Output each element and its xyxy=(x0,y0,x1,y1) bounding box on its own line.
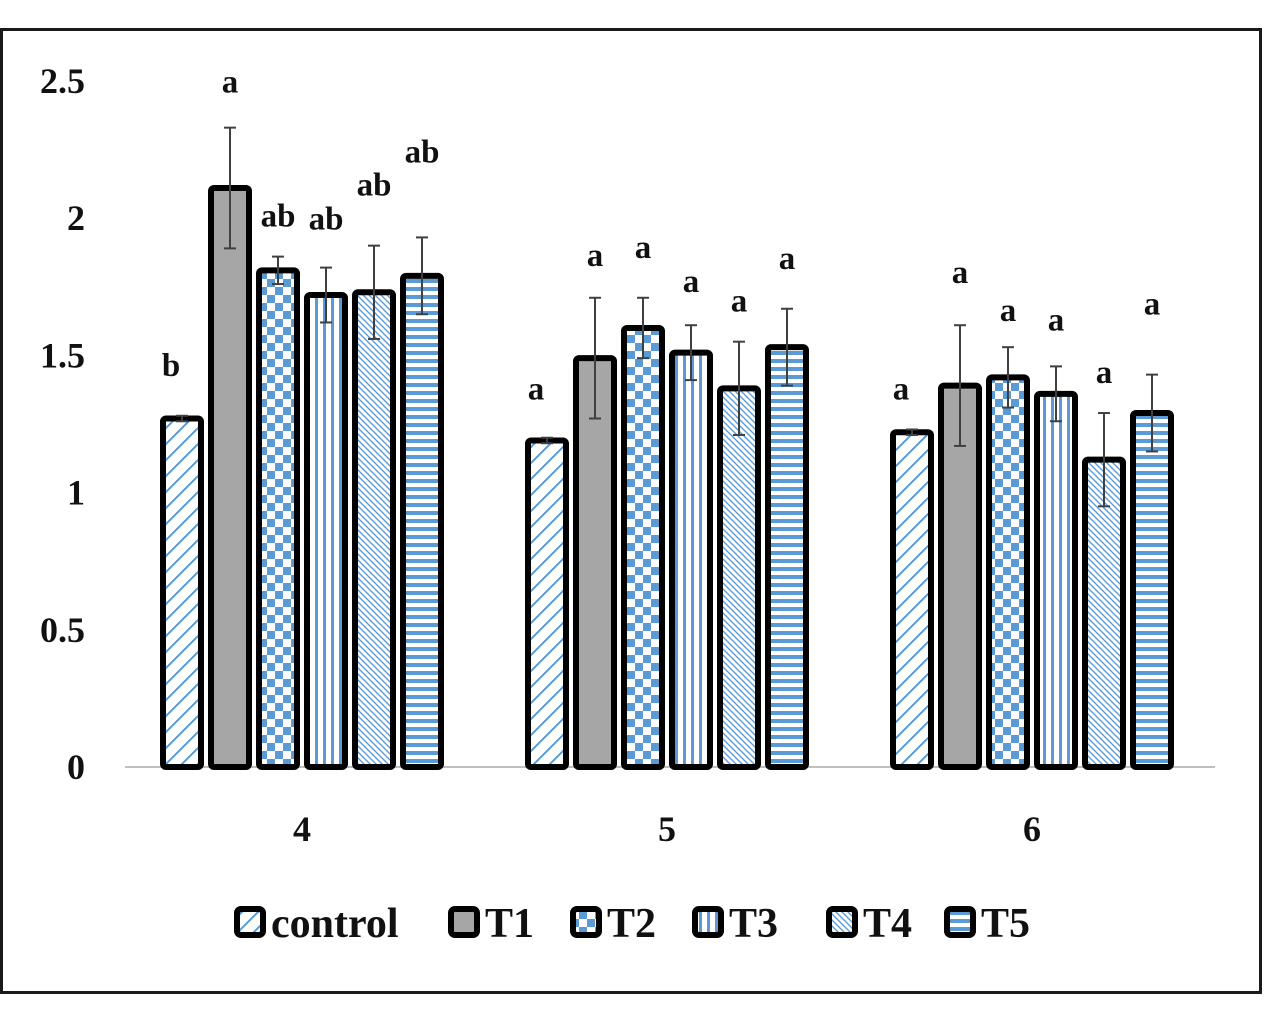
legend-swatch xyxy=(234,906,266,938)
error-bar-control-4 xyxy=(176,414,188,423)
significance-label: a xyxy=(952,255,969,291)
legend-item-T3: T3 xyxy=(692,901,778,947)
legend-item-T2: T2 xyxy=(570,901,656,947)
y-tick-label: 1 xyxy=(67,473,85,513)
legend-item-T5: T5 xyxy=(944,901,1030,947)
error-bar-T4-5 xyxy=(733,340,745,436)
legend-swatch xyxy=(692,906,724,938)
legend-swatch xyxy=(448,906,480,938)
error-bar-T1-5 xyxy=(589,296,601,420)
significance-label: a xyxy=(779,241,796,277)
significance-label: ab xyxy=(309,202,344,238)
error-bar-T1-4 xyxy=(224,126,236,250)
error-bar-T2-6 xyxy=(1002,346,1014,409)
error-bar-T3-4 xyxy=(320,266,332,324)
bar-T5-4 xyxy=(400,272,444,770)
bar-T2-5 xyxy=(621,324,665,770)
bar-T3-5 xyxy=(669,349,713,770)
significance-label: a xyxy=(587,238,604,274)
axes-group: 0 0.5 1 1.5 2 2.5 4 5 6 xyxy=(40,61,1215,849)
significance-label: ab xyxy=(357,168,392,204)
significance-label: a xyxy=(222,65,239,101)
legend-swatch xyxy=(944,906,976,938)
error-bar-T3-5 xyxy=(685,324,697,382)
error-bar-T2-4 xyxy=(272,255,284,286)
y-tick-label: 1.5 xyxy=(40,335,85,375)
legend-item-T1: T1 xyxy=(448,901,534,947)
y-tick-label: 0 xyxy=(67,747,85,787)
legend-item-T4: T4 xyxy=(826,901,912,947)
error-bar-control-6 xyxy=(906,428,918,436)
bar-T3-6 xyxy=(1034,390,1078,770)
legend-label: T5 xyxy=(981,901,1030,947)
bar-T5-6 xyxy=(1130,410,1174,770)
bar-T3-4 xyxy=(304,292,348,770)
error-bar-T1-6 xyxy=(954,324,966,447)
significance-label: a xyxy=(893,371,910,407)
significance-label: a xyxy=(1144,287,1161,323)
error-bar-T2-5 xyxy=(637,296,649,360)
bar-control-6 xyxy=(890,429,934,770)
bar-control-4 xyxy=(160,415,204,770)
significance-label: a xyxy=(635,230,652,266)
chart-frame: 0 0.5 1 1.5 2 2.5 4 5 6 b a ab ab ab ab a a a a a a a a a a a a c… xyxy=(0,28,1262,994)
error-bar-T5-5 xyxy=(781,307,793,387)
bar-T5-5 xyxy=(765,344,809,770)
y-tick-label: 2.5 xyxy=(40,61,85,101)
x-category-label: 6 xyxy=(1023,809,1041,849)
legend-label: T2 xyxy=(607,901,656,947)
bar-T4-4 xyxy=(352,289,396,770)
bars-group xyxy=(160,126,1174,771)
bar-control-5 xyxy=(525,437,569,770)
bar-T4-5 xyxy=(717,385,761,770)
legend-swatch xyxy=(570,906,602,938)
legend-swatch xyxy=(826,906,858,938)
significance-label: b xyxy=(162,348,180,384)
legend-label: T1 xyxy=(485,901,534,947)
y-tick-label: 0.5 xyxy=(40,610,85,650)
significance-label: a xyxy=(731,284,748,320)
legend-item-control: control xyxy=(234,901,399,947)
error-bar-T5-4 xyxy=(416,236,428,316)
error-bar-T4-6 xyxy=(1098,412,1110,508)
legend-label: T3 xyxy=(729,901,778,947)
y-tick-label: 2 xyxy=(67,198,85,238)
significance-label: a xyxy=(683,264,700,300)
significance-label: a xyxy=(1048,302,1065,338)
significance-label: a xyxy=(1096,355,1113,391)
significance-label: ab xyxy=(261,199,296,235)
error-bar-T5-6 xyxy=(1146,373,1158,453)
significance-label: a xyxy=(528,372,545,408)
x-category-label: 4 xyxy=(293,809,311,849)
bar-T2-6 xyxy=(986,374,1030,770)
error-bar-T3-6 xyxy=(1050,365,1062,423)
error-bar-control-5 xyxy=(541,436,553,445)
bar-T1-4 xyxy=(208,185,252,771)
legend: control T1 T2 T3 T4 T5 xyxy=(234,901,1030,947)
x-category-label: 5 xyxy=(658,809,676,849)
legend-label: T4 xyxy=(863,901,912,947)
legend-label: control xyxy=(271,901,399,947)
significance-label: ab xyxy=(405,134,440,170)
error-bar-T4-4 xyxy=(368,244,380,340)
significance-label: a xyxy=(1000,293,1017,329)
bar-T2-4 xyxy=(256,267,300,770)
